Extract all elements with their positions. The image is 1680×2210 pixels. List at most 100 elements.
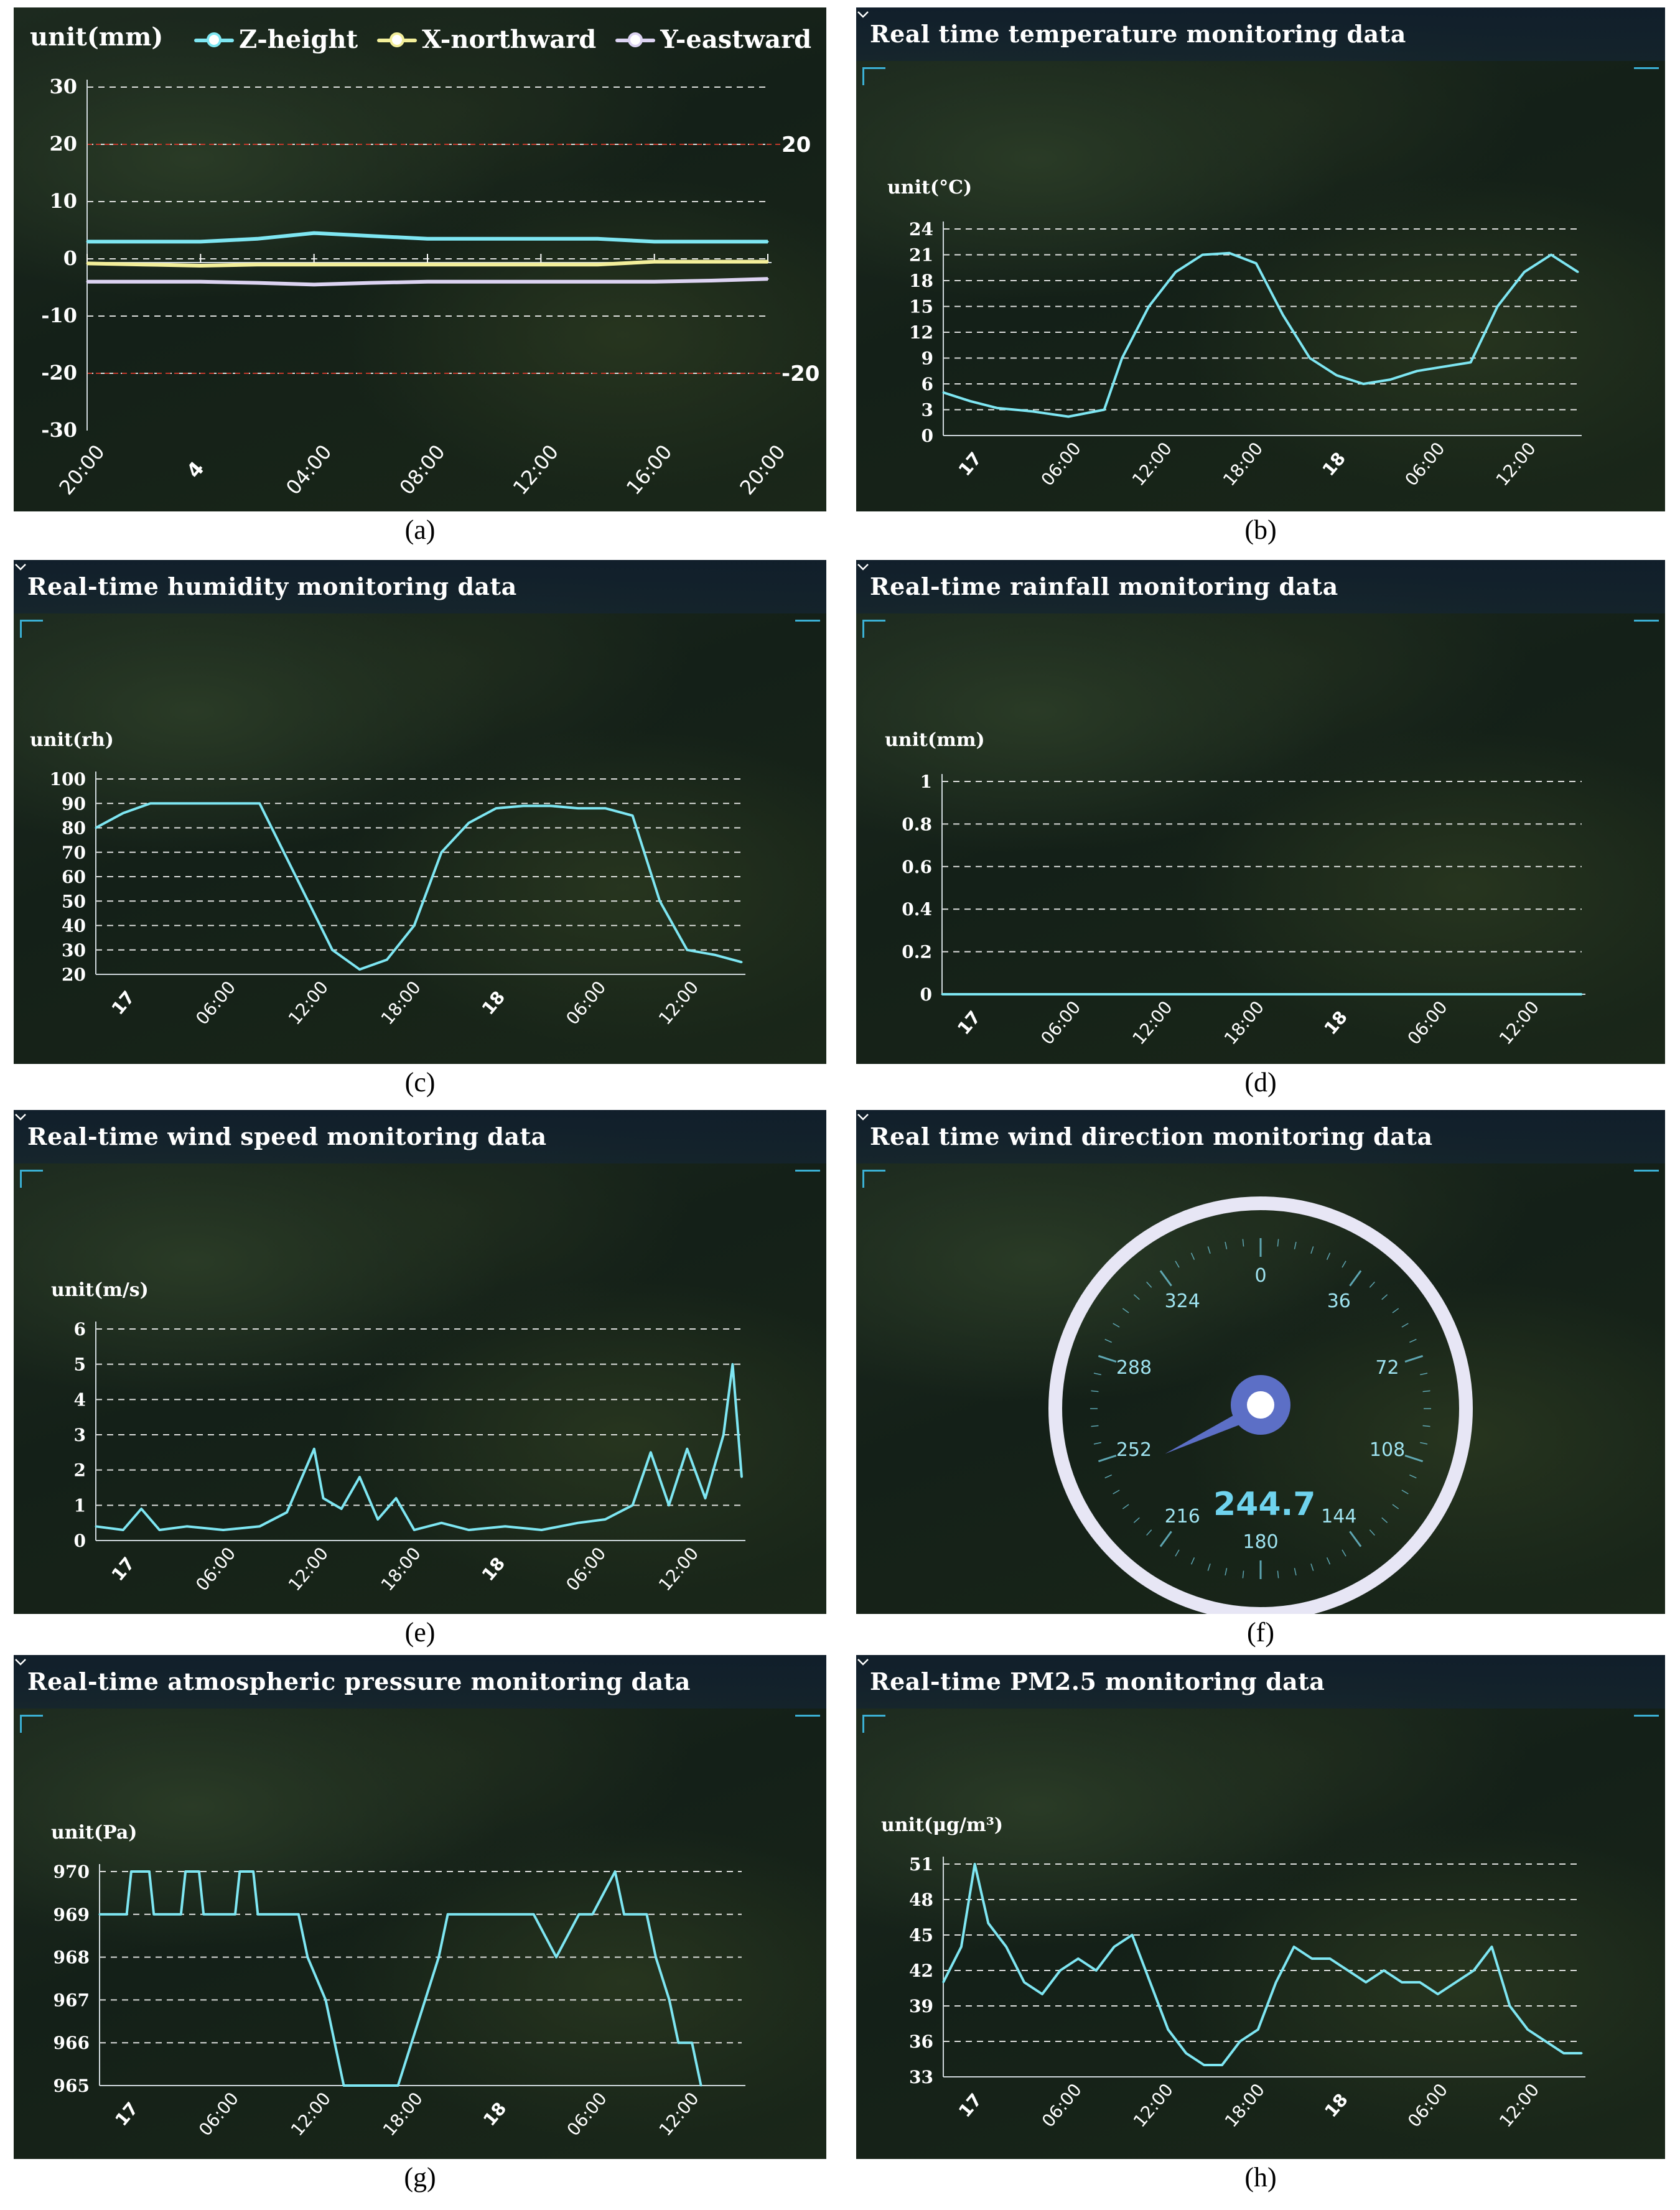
x-tick-label: 06:00 <box>1401 438 1449 490</box>
y-tick-label: 36 <box>909 2031 933 2052</box>
data-point <box>234 1913 236 1916</box>
frame-corner-right <box>795 620 820 638</box>
data-point <box>597 263 599 266</box>
y-tick-label: -20 <box>41 361 77 385</box>
dial-label: 288 <box>1116 1357 1152 1379</box>
data-point <box>686 1448 688 1450</box>
data-point <box>331 949 334 951</box>
frame-corner-right <box>1634 1170 1659 1188</box>
x-tick-label: 12:00 <box>508 440 563 499</box>
data-point <box>258 802 261 804</box>
y-tick-label: -10 <box>41 304 77 327</box>
dial-tick <box>1342 1261 1346 1268</box>
dial-tick <box>1294 1241 1297 1249</box>
data-point <box>1059 1969 1062 1972</box>
data-point <box>199 240 202 243</box>
panel-header: Real-time rainfall monitoring data <box>856 560 1665 613</box>
data-point <box>441 1522 443 1524</box>
data-point <box>313 232 315 235</box>
frame-corner-left <box>20 1715 43 1733</box>
data-point <box>1580 993 1583 995</box>
data-point <box>376 1518 379 1521</box>
dial-label: 180 <box>1243 1531 1278 1553</box>
data-point <box>1131 1934 1133 1936</box>
data-point <box>623 1913 625 1916</box>
chevron-down-icon[interactable] <box>856 560 870 574</box>
data-point <box>410 2041 413 2044</box>
frame-corner-left <box>862 620 885 638</box>
y-tick-label: 6 <box>74 1319 86 1340</box>
threshold-label: -20 <box>782 361 819 386</box>
unit-label: unit(μg/m³) <box>881 1814 1004 1836</box>
data-point <box>1580 2052 1583 2054</box>
x-tick-label: 12:00 <box>1129 2079 1177 2131</box>
humidity-chart: 100 90 80 70 60 50 40 30 20 17 06:00 12:00 18:00 18 06… <box>50 769 745 1028</box>
data-point <box>95 827 97 829</box>
x-tick-label: 06:00 <box>562 977 610 1028</box>
data-point <box>645 1913 648 1916</box>
legend-y-eastward[interactable]: Y-eastward <box>615 25 811 54</box>
y-tick-label: 24 <box>909 219 933 240</box>
data-point <box>1577 271 1579 273</box>
x-tick-label: 17 <box>953 1007 984 1038</box>
legend-x-northward[interactable]: X-northward <box>377 25 596 54</box>
x-tick-label: 06:00 <box>195 2088 243 2140</box>
series-line <box>943 251 1579 418</box>
chevron-down-icon[interactable] <box>14 1655 27 1669</box>
x-tick-label: 18 <box>478 1553 509 1585</box>
data-point <box>668 1504 670 1506</box>
caption-a: (a) <box>404 515 436 545</box>
data-point <box>358 968 361 971</box>
data-point <box>98 1913 101 1916</box>
data-point <box>413 925 416 926</box>
chevron-down-icon[interactable] <box>14 560 27 574</box>
y-tick-label: -30 <box>41 418 77 442</box>
data-point <box>1175 271 1177 273</box>
data-point <box>358 1476 361 1478</box>
y-tick-label: 0.6 <box>902 857 932 877</box>
x-tick-label: 20:00 <box>735 440 790 499</box>
dial-tick <box>1277 1239 1279 1247</box>
data-point <box>1032 410 1034 413</box>
y-tick-label: 6 <box>922 374 933 394</box>
data-point <box>722 1434 725 1436</box>
panel-title: Real time temperature monitoring data <box>870 20 1406 48</box>
data-point <box>256 263 258 266</box>
caption-g: (g) <box>404 2162 436 2193</box>
panel-title: Real-time wind speed monitoring data <box>27 1122 547 1150</box>
wind-speed-chart: 6 5 4 3 2 1 0 17 06:00 12:00 18:00 18 06:00 12:00 <box>74 1319 745 1595</box>
data-point <box>1149 1981 1151 1984</box>
caption-c: (c) <box>404 1067 436 1098</box>
legend-label-z: Z-height <box>239 25 358 54</box>
chevron-down-icon[interactable] <box>856 1110 870 1124</box>
chevron-down-icon[interactable] <box>856 7 870 21</box>
gauge-value: 244.7 <box>1213 1486 1316 1523</box>
chevron-down-icon[interactable] <box>14 1110 27 1124</box>
panel-title: Real-time PM2.5 monitoring data <box>870 1667 1325 1695</box>
dial-tick <box>1392 1308 1399 1313</box>
data-point <box>126 1913 128 1916</box>
data-point <box>306 1956 309 1959</box>
x-tick-label: 18:00 <box>377 1543 425 1595</box>
x-tick-label: 17 <box>954 448 986 480</box>
y-tick-label: 30 <box>49 75 77 98</box>
legend: Z-height X-northward Y-eastward <box>194 25 826 56</box>
dial-tick <box>1098 1454 1117 1463</box>
dial-tick <box>1422 1425 1430 1427</box>
frame-corner-right <box>1634 620 1659 638</box>
data-point <box>1455 1981 1457 1984</box>
data-point <box>140 1508 142 1510</box>
dial-tick <box>1369 1281 1375 1288</box>
chevron-down-icon[interactable] <box>856 1655 870 1669</box>
frame-corner-right <box>1634 1715 1659 1733</box>
legend-z-height[interactable]: Z-height <box>194 25 358 54</box>
data-point <box>767 240 769 243</box>
x-tick-label: 17 <box>111 2098 142 2130</box>
dial-tick <box>1225 1241 1228 1249</box>
data-point <box>199 281 202 283</box>
temperature-panel: Real time temperature monitoring data un… <box>856 7 1665 511</box>
data-point <box>286 1511 288 1514</box>
y-tick-label: 33 <box>909 2067 933 2087</box>
data-point <box>577 1522 579 1524</box>
data-point <box>1113 1946 1116 1948</box>
